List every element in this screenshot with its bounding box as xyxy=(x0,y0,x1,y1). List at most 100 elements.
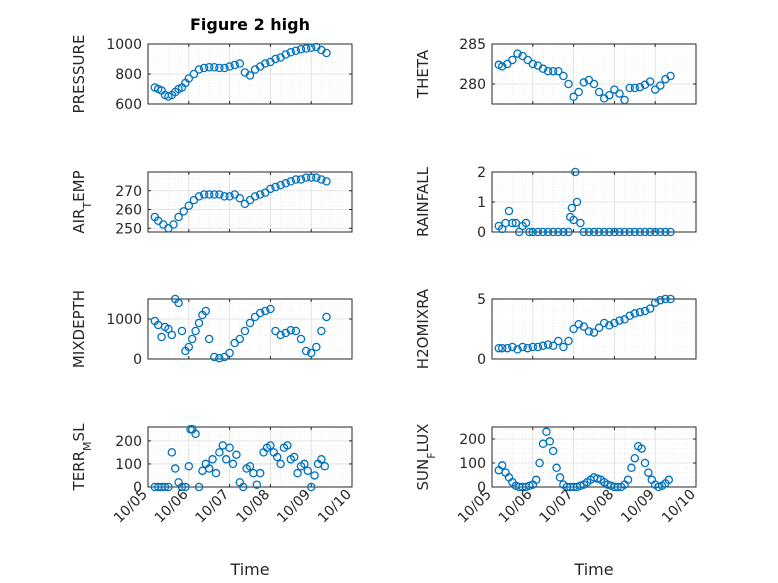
data-point xyxy=(271,182,280,192)
data-point xyxy=(225,62,234,71)
data-point xyxy=(220,192,229,201)
data-point xyxy=(627,463,636,473)
data-point xyxy=(656,295,665,305)
y-tick-label: 280 xyxy=(459,77,486,93)
data-point xyxy=(230,60,239,70)
data-point xyxy=(199,190,209,199)
data-point xyxy=(635,227,645,237)
data-point xyxy=(635,307,645,317)
data-point xyxy=(559,227,568,237)
subplot-rainfall: 0 1 2 RAINFALL xyxy=(414,165,697,241)
data-point xyxy=(630,453,640,463)
data-point xyxy=(303,466,313,476)
data-point xyxy=(589,328,599,337)
data-point xyxy=(637,444,646,453)
data-point xyxy=(574,87,583,97)
data-point xyxy=(312,173,321,182)
data-point xyxy=(666,227,675,237)
data-point xyxy=(240,326,250,336)
data-point xyxy=(204,63,214,72)
data-point xyxy=(525,227,534,237)
y-tick-label: 800 xyxy=(115,67,142,83)
data-point xyxy=(645,304,655,313)
data-point xyxy=(543,227,553,237)
data-point xyxy=(538,64,548,74)
data-point xyxy=(511,218,521,228)
data-point xyxy=(630,309,640,318)
y-axis-label: AIRTEMP xyxy=(70,170,94,233)
data-point xyxy=(625,227,634,237)
data-point xyxy=(255,468,265,478)
y-tick-label: 1000 xyxy=(106,37,142,53)
data-point xyxy=(208,455,217,464)
data-point xyxy=(548,341,558,351)
data-point xyxy=(503,343,512,353)
data-point xyxy=(291,326,301,336)
data-point xyxy=(250,192,260,201)
data-point xyxy=(661,227,670,237)
data-point xyxy=(276,459,285,469)
data-point xyxy=(630,83,640,93)
data-point xyxy=(645,77,655,86)
data-point xyxy=(545,437,555,446)
data-point xyxy=(494,343,504,353)
data-point xyxy=(625,311,634,321)
figure-title: Figure 2 high xyxy=(190,15,310,34)
y-axis-label: THETA xyxy=(414,49,432,99)
data-point xyxy=(296,334,306,344)
data-point xyxy=(291,175,301,184)
data-point xyxy=(215,63,224,73)
data-point xyxy=(211,468,221,478)
data-point xyxy=(571,167,580,177)
y-axis-label: PRESSURE xyxy=(70,35,88,114)
data-point xyxy=(513,49,522,58)
data-point xyxy=(543,340,553,349)
data-point xyxy=(291,46,301,56)
data-point xyxy=(554,227,563,237)
data-point xyxy=(320,461,330,471)
data-point xyxy=(656,227,665,237)
data-point xyxy=(276,330,285,340)
data-point xyxy=(610,227,619,237)
data-point xyxy=(271,54,280,64)
data-point xyxy=(191,429,200,439)
data-point xyxy=(579,322,589,331)
data-point xyxy=(635,82,645,92)
y-axis-label: SUNFLUX xyxy=(414,424,438,491)
axes-box xyxy=(147,171,353,233)
data-point xyxy=(204,464,214,473)
y-tick-label: 0 xyxy=(477,225,486,241)
data-point xyxy=(266,184,275,194)
data-point xyxy=(503,59,512,69)
data-point xyxy=(184,461,194,471)
subplot-air-temp: 250 260 270 AIRTEMP xyxy=(70,170,353,237)
data-point xyxy=(174,298,183,308)
data-point xyxy=(650,227,660,237)
data-point xyxy=(184,201,194,210)
data-point xyxy=(538,341,548,351)
data-point xyxy=(508,342,517,352)
data-point xyxy=(238,482,248,492)
data-point xyxy=(594,87,604,97)
y-axis-label: MIXDEPTH xyxy=(70,290,88,368)
data-point xyxy=(576,218,585,228)
axes-box xyxy=(491,426,697,488)
data-point xyxy=(230,338,239,348)
data-point xyxy=(317,455,326,464)
data-point xyxy=(322,48,331,58)
data-point xyxy=(533,227,543,237)
data-point xyxy=(620,95,629,105)
data-point xyxy=(164,482,173,492)
x-axis-label: Time xyxy=(573,560,613,579)
data-point xyxy=(210,63,219,72)
data-point xyxy=(504,206,514,216)
data-point xyxy=(589,227,599,237)
y-tick-label: 250 xyxy=(115,221,142,237)
data-point xyxy=(293,468,302,478)
data-point xyxy=(194,192,204,201)
data-point xyxy=(518,342,527,352)
data-point xyxy=(189,69,199,79)
data-point xyxy=(559,71,568,81)
data-point xyxy=(623,475,633,485)
